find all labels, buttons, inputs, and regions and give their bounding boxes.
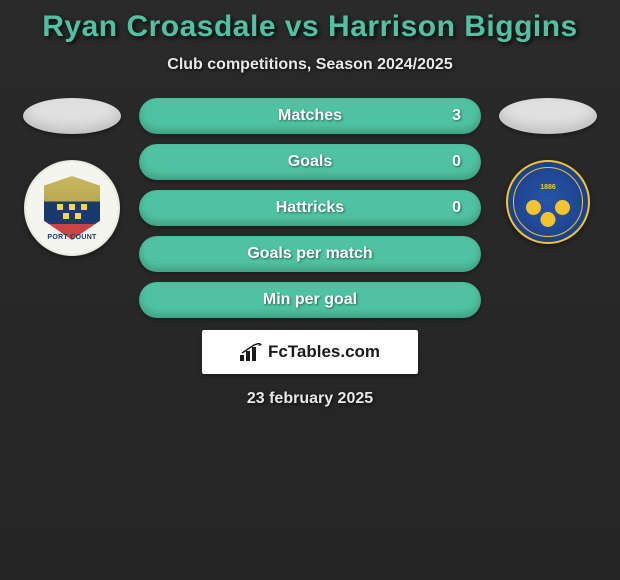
stat-label: Hattricks [276,199,344,217]
stat-row-hattricks: Hattricks 0 [139,190,481,226]
stat-row-goals-per-match: Goals per match [139,236,481,272]
stat-value: 3 [452,107,461,125]
stat-row-goals: Goals 0 [139,144,481,180]
stat-label: Goals [288,153,332,171]
lions-icon [508,162,588,242]
right-column: 1886 [499,98,597,244]
stat-label: Matches [278,107,342,125]
stat-value: 0 [452,199,461,217]
right-player-oval-icon [499,98,597,134]
date-text: 23 february 2025 [247,390,373,408]
stat-value: 0 [452,153,461,171]
stats-column: Matches 3 Goals 0 Hattricks 0 Goals per … [139,98,481,318]
main-container: Ryan Croasdale vs Harrison Biggins Club … [0,0,620,418]
left-club-badge-icon: PORT COUNT [24,160,120,256]
left-player-oval-icon [23,98,121,134]
page-title: Ryan Croasdale vs Harrison Biggins [42,10,578,44]
left-column: PORT COUNT [23,98,121,256]
stat-label: Min per goal [263,291,357,309]
left-badge-text: PORT COUNT [26,234,118,241]
right-club-badge-icon: 1886 [506,160,590,244]
shield-icon [44,176,100,240]
stat-row-min-per-goal: Min per goal [139,282,481,318]
brand-text: FcTables.com [268,342,380,362]
comparison-area: PORT COUNT Matches 3 Goals 0 Hattricks 0… [0,98,620,318]
stat-label: Goals per match [247,245,372,263]
brand-logo: FcTables.com [202,330,418,374]
chart-icon [240,343,264,361]
stat-row-matches: Matches 3 [139,98,481,134]
page-subtitle: Club competitions, Season 2024/2025 [167,56,452,74]
lion-icon [541,212,556,227]
